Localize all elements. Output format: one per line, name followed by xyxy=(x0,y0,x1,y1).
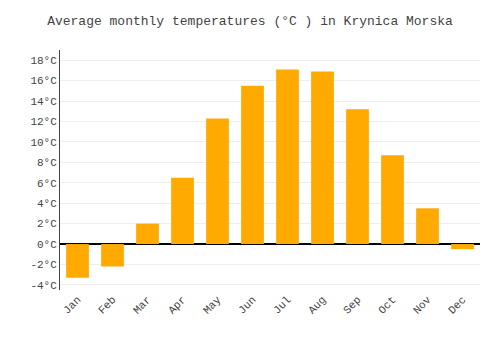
svg-text:Jan: Jan xyxy=(61,294,83,316)
svg-text:10°C: 10°C xyxy=(30,137,57,149)
svg-text:2°C: 2°C xyxy=(37,218,57,230)
svg-text:Sep: Sep xyxy=(341,294,363,316)
svg-text:12°C: 12°C xyxy=(30,116,57,128)
svg-text:4°C: 4°C xyxy=(37,198,57,210)
svg-text:Aug: Aug xyxy=(306,294,328,316)
svg-text:Feb: Feb xyxy=(96,294,118,316)
svg-text:8°C: 8°C xyxy=(37,157,57,169)
svg-text:Apr: Apr xyxy=(166,294,188,316)
svg-text:-2°C: -2°C xyxy=(30,259,57,271)
svg-text:Mar: Mar xyxy=(131,294,153,316)
svg-text:Average monthly temperatures (: Average monthly temperatures (°C ) in Kr… xyxy=(47,14,453,29)
svg-text:Nov: Nov xyxy=(411,294,434,317)
svg-text:18°C: 18°C xyxy=(30,55,57,67)
svg-text:-4°C: -4°C xyxy=(30,280,57,292)
svg-text:Jun: Jun xyxy=(236,294,258,316)
svg-text:14°C: 14°C xyxy=(30,96,57,108)
svg-text:Dec: Dec xyxy=(446,294,468,316)
svg-text:0°C: 0°C xyxy=(37,239,57,251)
svg-text:Oct: Oct xyxy=(376,294,398,316)
svg-text:May: May xyxy=(201,294,224,317)
svg-text:Jul: Jul xyxy=(271,294,293,316)
svg-text:16°C: 16°C xyxy=(30,75,57,87)
svg-text:6°C: 6°C xyxy=(37,178,57,190)
